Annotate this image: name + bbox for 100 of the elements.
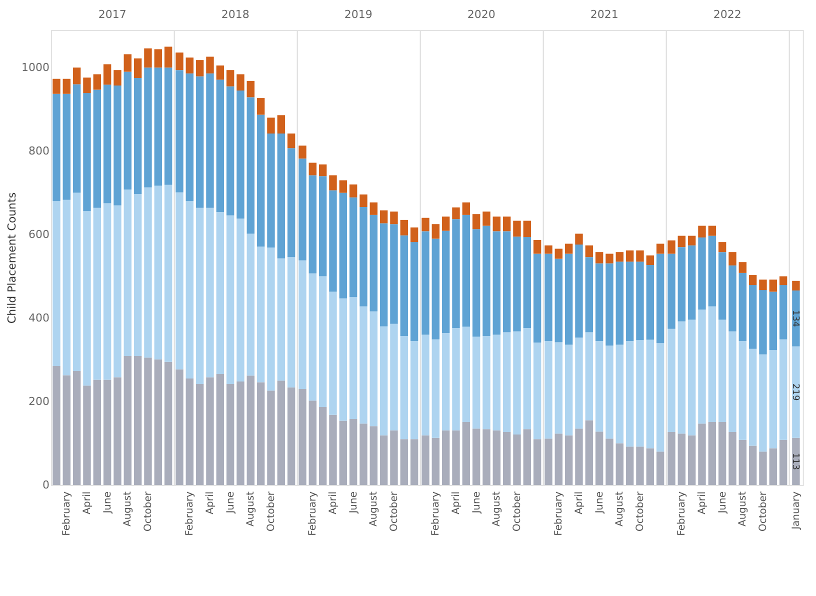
chart-title: 2021 [590, 8, 618, 21]
bar [339, 192, 348, 298]
bar [246, 80, 255, 98]
bar [349, 184, 358, 198]
bar [83, 386, 91, 485]
bar [390, 212, 398, 224]
chart-title: 2017 [98, 8, 126, 21]
bar [698, 237, 706, 310]
x-tick-label: April [328, 492, 339, 514]
bar [442, 216, 450, 231]
bar [72, 192, 81, 372]
bar [370, 202, 378, 215]
bar [606, 254, 614, 264]
bar [718, 320, 726, 422]
bar [718, 422, 726, 485]
bar [533, 254, 542, 343]
bar [482, 429, 490, 485]
bar [668, 240, 676, 254]
y-tick-label: 200 [28, 395, 50, 408]
bar [400, 439, 408, 485]
bar [422, 334, 430, 436]
x-tick-label: June [717, 492, 728, 514]
bar [277, 134, 286, 258]
bar [738, 262, 747, 273]
bar [267, 247, 275, 391]
bar [52, 201, 60, 366]
bar [595, 263, 604, 341]
bar [585, 245, 594, 258]
bar [738, 340, 747, 440]
bar [492, 231, 501, 335]
x-tick-label: April [450, 492, 462, 514]
bar [124, 54, 132, 72]
bar [533, 439, 542, 485]
bar [769, 292, 778, 350]
bar [360, 424, 368, 485]
bar [626, 446, 634, 485]
x-tick-label: April [204, 492, 216, 514]
bar [186, 58, 194, 74]
bar [410, 439, 418, 485]
bar [83, 93, 91, 212]
bar [329, 190, 337, 292]
bar [103, 203, 112, 380]
bar [738, 272, 747, 341]
bar [585, 257, 594, 332]
bar [400, 220, 408, 236]
bar [668, 254, 676, 329]
bar [329, 175, 337, 190]
data-label: 113 [790, 452, 800, 470]
x-tick-label: June [594, 492, 606, 514]
bar [277, 258, 286, 381]
chart-title: 2018 [221, 8, 250, 21]
bar [779, 285, 788, 340]
bar [482, 226, 490, 336]
chart-title: 2022 [713, 8, 742, 21]
bar [186, 73, 194, 202]
bar [164, 184, 172, 362]
bar [196, 60, 204, 76]
bar [349, 297, 358, 420]
bar [308, 400, 317, 485]
bar [277, 380, 286, 485]
bar [759, 354, 767, 452]
bar [226, 70, 234, 86]
bar [462, 326, 470, 422]
bar [206, 56, 214, 74]
bar [267, 390, 275, 485]
bar [62, 94, 71, 200]
bar [585, 332, 594, 420]
bar [769, 280, 778, 292]
bar [318, 164, 327, 176]
bar [606, 438, 614, 485]
bar [93, 208, 102, 380]
bar [144, 358, 152, 485]
bar [370, 426, 378, 485]
bar [523, 220, 532, 238]
bar [52, 366, 60, 485]
bar [595, 432, 604, 485]
bar [422, 435, 430, 485]
bar [196, 208, 204, 384]
bar [267, 118, 275, 134]
bar [606, 346, 614, 439]
bar [410, 227, 418, 242]
bar [318, 406, 327, 485]
bar [564, 244, 573, 254]
bar [792, 346, 800, 438]
x-tick-label: August [614, 491, 626, 526]
bar [564, 344, 573, 436]
bar [708, 422, 716, 485]
x-tick-label: February [184, 491, 196, 536]
bar [523, 237, 532, 328]
bar [176, 52, 184, 70]
x-tick-label: October [388, 490, 400, 532]
bar [52, 78, 60, 94]
bar [564, 435, 573, 485]
bar [646, 340, 654, 448]
bar [636, 340, 644, 447]
bar [698, 310, 706, 424]
bar [154, 186, 162, 360]
bar [554, 258, 563, 342]
bar [698, 226, 706, 238]
bar [759, 452, 767, 485]
